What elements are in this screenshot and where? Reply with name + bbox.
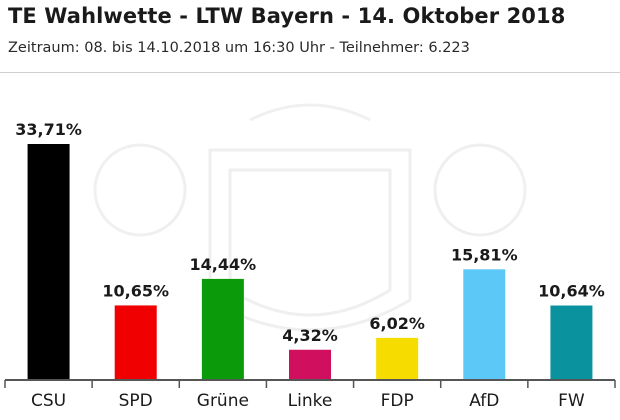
bar-fw <box>550 305 593 380</box>
value-label: 33,71% <box>15 120 82 139</box>
header-divider <box>0 72 620 73</box>
value-label: 4,32% <box>282 326 338 345</box>
value-label: 15,81% <box>451 245 518 264</box>
category-label: Linke <box>288 391 333 411</box>
bar-spd <box>114 305 157 380</box>
category-label: AfD <box>469 391 499 411</box>
value-label: 10,64% <box>538 282 605 301</box>
category-labels-group: CSU SPD Grüne Linke FDP AfD FW <box>31 391 585 411</box>
value-label: 14,44% <box>190 255 257 274</box>
x-axis-ticks <box>4 380 616 388</box>
bar-linke <box>289 349 331 380</box>
category-label: FW <box>558 391 585 411</box>
category-label: CSU <box>31 391 66 411</box>
chart-title: TE Wahlwette - LTW Bayern - 14. Oktober … <box>8 4 566 28</box>
bar-afd <box>463 269 506 380</box>
bar-fdp <box>376 337 419 380</box>
chart-subtitle: Zeitraum: 08. bis 14.10.2018 um 16:30 Uh… <box>8 40 470 56</box>
bar-csu <box>27 144 70 380</box>
value-labels-group: 33,71% 10,65% 14,44% 4,32% 6,02% 15,81% 10,64% <box>15 120 604 345</box>
category-label: FDP <box>381 391 414 411</box>
bar-grne <box>201 278 244 380</box>
bars-group <box>27 144 593 380</box>
category-label: Grüne <box>197 391 249 411</box>
value-label: 6,02% <box>369 314 425 333</box>
value-label: 10,65% <box>102 281 169 300</box>
category-label: SPD <box>119 391 153 411</box>
